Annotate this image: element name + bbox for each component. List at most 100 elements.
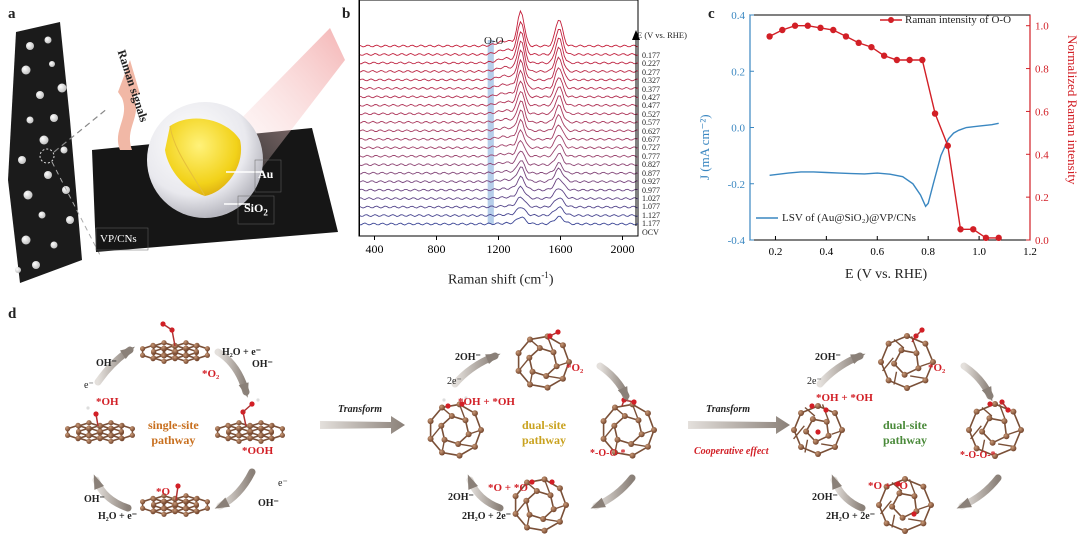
c-yright-tick-label: 0.6: [1035, 106, 1049, 118]
single-mol-o2: [140, 321, 210, 364]
b-xtick-label: 400: [366, 242, 384, 256]
dual2-two-oh-bottom: 2OH⁻: [812, 492, 838, 503]
single-oh-minus-top: OH⁻: [96, 358, 117, 369]
b-spectrum-0.177: [358, 9, 639, 48]
dual2-two-e: 2e⁻: [807, 376, 822, 387]
b-potential-item: 0.777: [642, 151, 660, 161]
b-potential-item: 0.427: [642, 93, 660, 103]
transform1-label: Transform: [338, 404, 383, 415]
c-raman-point: [842, 33, 850, 40]
panel-d-label: d: [8, 306, 17, 322]
panel-c-label: c: [708, 6, 715, 22]
c-raman-point: [817, 24, 824, 32]
single-oh-minus-right: OH⁻: [252, 359, 273, 370]
dual2-arrow-4: [830, 474, 866, 512]
b-potential-item: 0.327: [642, 76, 660, 86]
b-potential-item: 0.477: [642, 101, 660, 111]
c-yright-tick-label: 0.8: [1035, 64, 1049, 76]
dual1-oh-oh: *OH + *OH: [458, 396, 515, 408]
single-oh-minus-bottom-right: OH⁻: [258, 498, 279, 509]
dual1-h2o-bottom: 2H₂O + 2e⁻: [462, 511, 511, 522]
dual1-arrow-3: [590, 474, 636, 510]
b-xtick-label: 1200: [487, 242, 511, 256]
b-potential-item: 0.527: [642, 109, 660, 119]
dual1-oo: *-O-O-*: [590, 448, 626, 459]
dual2-o-o: *O + *O: [868, 480, 908, 492]
b-spectrum-0.827: [358, 139, 639, 158]
b-spectrum-1.177: [358, 206, 639, 217]
dual1-o2: *O₂: [566, 362, 584, 374]
b-potential-item: 0.977: [642, 185, 660, 195]
b-potential-item: 0.827: [642, 160, 660, 170]
single-o2: *O₂: [202, 368, 220, 380]
dual1-two-oh: 2OH⁻: [455, 352, 481, 363]
panel-a-illustration: [8, 22, 345, 283]
single-e-minus-top: e⁻: [84, 380, 94, 391]
c-yright-tick-label: 1.0: [1035, 21, 1049, 33]
dual2-arrow-2: [960, 362, 994, 402]
dual2-two-oh: 2OH⁻: [815, 352, 841, 363]
b-spectrum-0.977: [358, 166, 639, 184]
sio2-box: [237, 195, 275, 225]
b-potential-item: 0.277: [642, 67, 660, 77]
c-xtick-label: 0.4: [819, 246, 833, 258]
dual2-mol-oo: [966, 399, 1024, 459]
c-legend-lsv: LSV of (Au@SiO₂)@VP/CNs: [782, 212, 916, 224]
dual1-two-e: 2e⁻: [447, 376, 462, 387]
b-spectrum-0.877: [358, 150, 639, 167]
c-raman-point: [970, 226, 977, 233]
b-potential-item: 1.077: [642, 202, 660, 212]
c-xtick-label: 1.2: [1023, 246, 1037, 258]
b-spectrum-0.227: [358, 20, 639, 56]
single-oh-minus-bottom-left: OH⁻: [84, 494, 105, 505]
c-raman-point: [779, 26, 786, 34]
single-arrow-1: [94, 346, 135, 386]
single-e-minus-bottom: e⁻: [278, 478, 288, 489]
dual1-mol-oo: [600, 397, 657, 459]
cooperative-label: Cooperative effect: [694, 446, 769, 457]
c-raman-point: [906, 56, 913, 64]
c-xtick-label: 0.2: [769, 246, 783, 258]
b-spectrum-0.677: [358, 109, 639, 133]
carbon-sheet: [8, 22, 82, 283]
c-raman-point: [868, 43, 875, 51]
c-ylabel-right: Normalized Raman intensity: [1065, 35, 1080, 185]
single-oh: *OH: [96, 396, 119, 408]
c-xlabel: E (V vs. RHE): [845, 267, 928, 282]
dual1-two-oh-bottom: 2OH⁻: [448, 492, 474, 503]
c-raman-point: [766, 33, 773, 40]
dual1-mol-o2: [515, 329, 572, 391]
b-xtick-label: 2000: [611, 242, 635, 256]
c-raman-point: [919, 56, 926, 64]
raman-signal-arrow: [117, 60, 140, 150]
b-spectrum-0.477: [358, 69, 639, 99]
panel-a-label: a: [8, 6, 16, 22]
c-yright-tick-label: 0.4: [1035, 149, 1049, 161]
c-yleft-tick-label: 0.4: [731, 10, 745, 22]
c-legend-raman: Raman intensity of O-O: [905, 14, 1012, 26]
b-spectrum-0.527: [358, 80, 639, 107]
single-arrow-4: [92, 474, 132, 512]
b-potential-item: 1.027: [642, 193, 660, 203]
b-potential-item: 1.177: [642, 219, 660, 229]
c-xtick-label: 1.0: [972, 246, 986, 258]
b-potential-item: 0.877: [642, 168, 660, 178]
sheet-spheres: [15, 36, 74, 273]
c-raman-point: [931, 110, 939, 117]
c-lsv-line: [769, 122, 999, 208]
b-spectrum-1.027: [358, 175, 639, 192]
lsv-raman-chart: 0.4 0.2 0.0 -0.2 -0.4 1.0 0.8 0.6 0.4 0.2 0.0 0.2 0.…: [728, 10, 1050, 258]
dual2-mol-oh-oh: [791, 403, 845, 457]
b-potential-item: 0.577: [642, 118, 660, 128]
c-raman-point: [944, 142, 951, 149]
dual1-arrow-4: [466, 474, 504, 512]
dual1-mol-o-o: [512, 476, 569, 534]
mechanism-diagram: [65, 321, 1024, 534]
single-mol-oh: [65, 406, 135, 444]
c-yright-tick-label: 0.0: [1035, 235, 1049, 247]
transform2-label: Transform: [706, 404, 751, 415]
c-ylabel-left: J (mA cm⁻²): [697, 114, 712, 180]
dual2-arrow-3: [956, 474, 1002, 510]
dual1-mol-oh-oh: [427, 396, 484, 459]
c-yright-tick-label: 0.2: [1035, 192, 1049, 204]
